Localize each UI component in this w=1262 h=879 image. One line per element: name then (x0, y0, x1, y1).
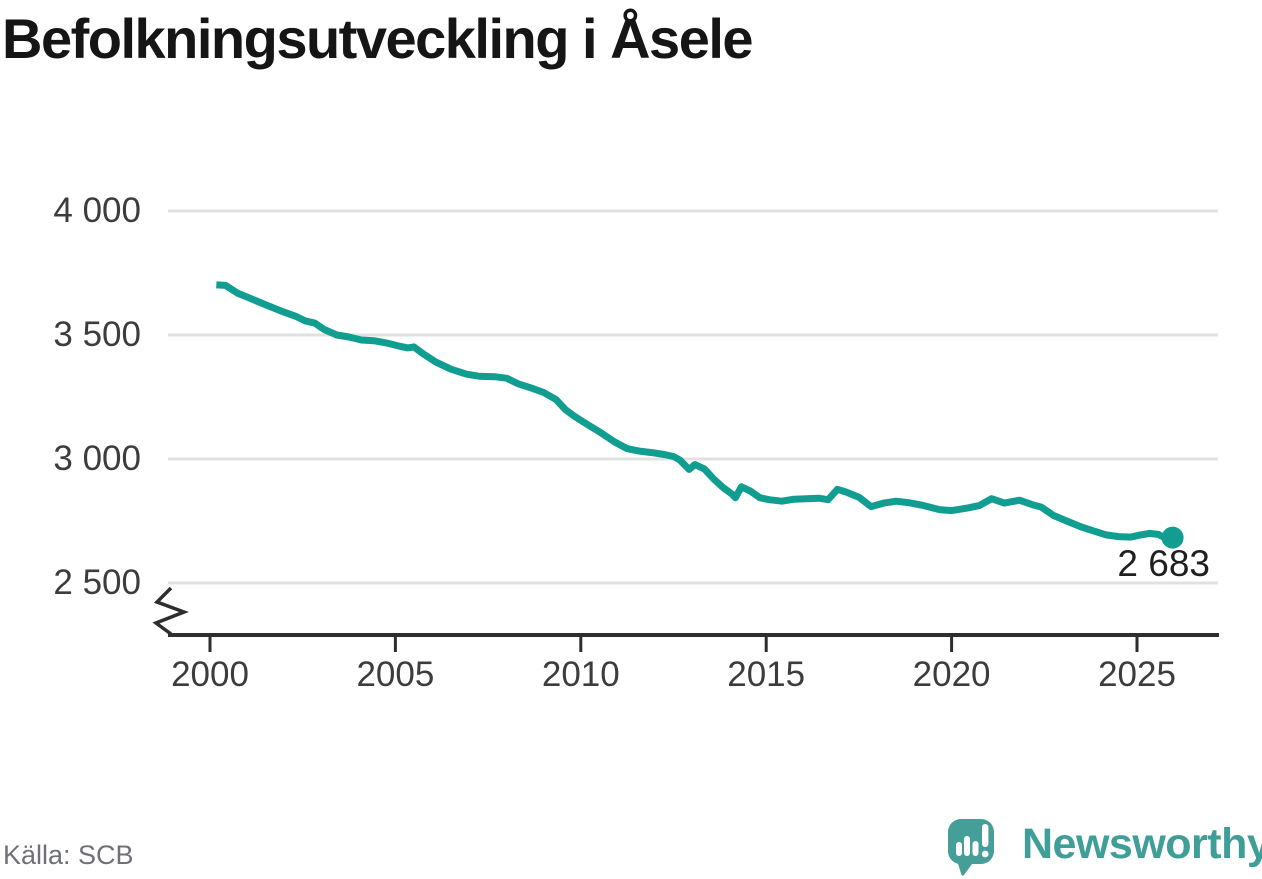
exclamation-bar-icon (982, 824, 989, 847)
x-tick-label: 2025 (1098, 655, 1176, 694)
exclamation-dot-icon (981, 850, 989, 858)
population-line (216, 281, 1174, 543)
brand-logo: Newsworthy (947, 818, 1262, 877)
y-tick-label: 4 000 (53, 191, 141, 230)
bar-small-icon (956, 842, 962, 856)
x-tick-label: 2000 (171, 655, 249, 694)
x-tick-label: 2010 (541, 655, 620, 694)
y-tick-label: 3 500 (53, 315, 141, 354)
brand-name: Newsworthy (1022, 820, 1262, 868)
bar-medium-icon (972, 841, 979, 856)
chart-title: Befolkningsutveckling i Åsele (2, 7, 754, 70)
latest-point-marker (1161, 526, 1184, 549)
axis-break-icon (152, 586, 189, 636)
y-tick-label: 2 500 (53, 563, 141, 602)
x-tick-label: 2015 (727, 655, 806, 694)
x-tick-label: 2005 (356, 655, 435, 694)
x-tick-label: 2020 (912, 655, 991, 694)
newsworthy-speech-bubble-bar-chart-icon (947, 819, 994, 876)
bar-tall-icon (964, 836, 970, 856)
y-tick-label: 3 000 (53, 439, 141, 478)
source-label: Källa: SCB (3, 840, 134, 870)
latest-value-label: 2 683 (1117, 543, 1210, 584)
